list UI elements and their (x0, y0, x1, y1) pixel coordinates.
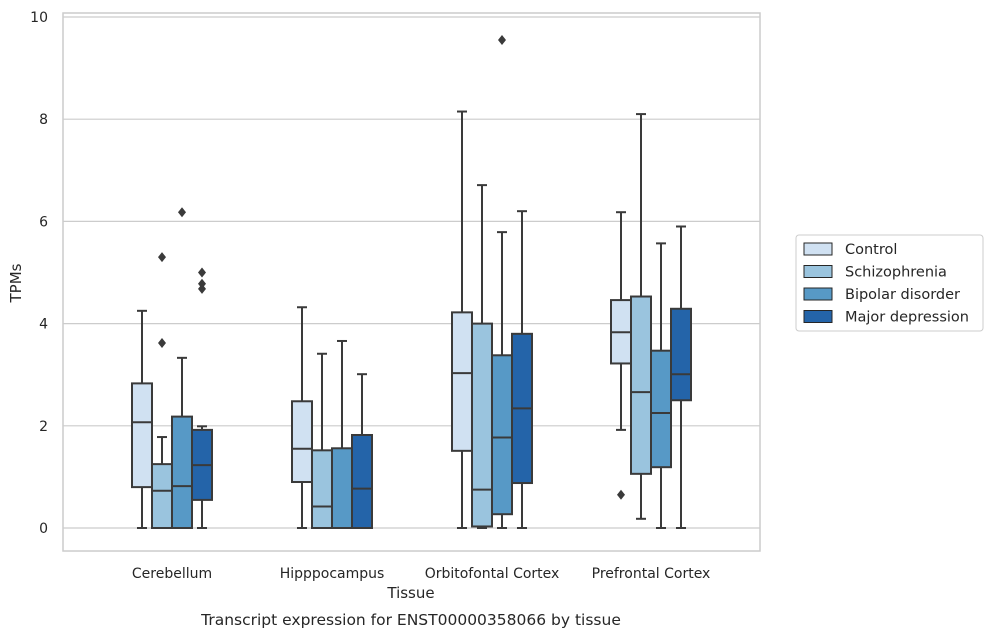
x-tick-label: Cerebellum (132, 566, 212, 582)
legend-label: Schizophrenia (845, 265, 947, 281)
box-major-depression (351, 373, 373, 529)
outlier-point (498, 34, 506, 45)
x-axis-title: Tissue (386, 584, 434, 602)
legend-label: Bipolar disorder (845, 287, 960, 303)
box-bipolar-disorder (650, 242, 672, 529)
iqr-box (171, 415, 193, 529)
y-axis-title: TPMs (7, 263, 25, 303)
iqr-box (331, 447, 353, 529)
outlier-point (178, 207, 186, 218)
box-major-depression (511, 210, 533, 529)
iqr-box (131, 382, 153, 489)
chart-caption: Transcript expression for ENST0000035806… (200, 611, 621, 629)
outlier-point (198, 278, 206, 289)
outlier-point (198, 283, 206, 294)
y-tick-label: 4 (39, 317, 48, 333)
x-tick-label: Orbitofontal Cortex (425, 566, 560, 582)
y-tick-labels: 0 2 4 6 8 10 (30, 10, 48, 537)
legend-swatch (803, 310, 833, 323)
legend-label: Major depression (845, 310, 969, 326)
legend-swatch (803, 242, 833, 256)
box-schizophrenia (151, 252, 173, 529)
box-major-depression (670, 225, 692, 529)
iqr-box (351, 433, 373, 529)
outlier-point (617, 489, 625, 500)
x-tick-label: Prefrontal Cortex (592, 566, 711, 582)
legend-frame (795, 234, 984, 332)
box-schizophrenia (311, 352, 333, 529)
outlier-point (158, 338, 166, 349)
box-control (610, 211, 632, 500)
y-tick-label: 6 (39, 214, 48, 230)
box-control (291, 306, 313, 529)
iqr-box (670, 307, 692, 402)
iqr-box (471, 322, 493, 528)
y-tick-label: 8 (39, 112, 48, 128)
legend-swatch (803, 287, 833, 301)
legend-label: Control (845, 242, 897, 258)
box-groups (131, 34, 692, 529)
x-tick-labels: Cerebellum Hipppocampus Orbitofontal Corte… (132, 566, 710, 582)
outlier-point (198, 267, 206, 278)
legend-swatch (803, 265, 833, 278)
legend: Control Schizophrenia Bipolar disorder Majo… (795, 234, 984, 332)
iqr-box (630, 295, 652, 475)
box-schizophrenia (630, 113, 652, 520)
x-tick-label: Hipppocampus (280, 566, 385, 582)
y-tick-label: 10 (30, 10, 48, 26)
iqr-box (650, 349, 672, 469)
iqr-box (491, 354, 513, 516)
legend-items: Control Schizophrenia Bipolar disorder Majo… (803, 242, 969, 326)
iqr-box (291, 400, 313, 484)
y-tick-label: 2 (39, 419, 48, 435)
iqr-box (151, 463, 173, 529)
plot-area-frame (62, 12, 761, 552)
box-bipolar-disorder (491, 34, 513, 529)
outlier-point (158, 252, 166, 263)
iqr-box (451, 311, 473, 452)
box-control (131, 309, 153, 529)
y-tick-label: 0 (39, 521, 48, 537)
iqr-box (311, 449, 333, 529)
box-major-depression (191, 267, 213, 529)
